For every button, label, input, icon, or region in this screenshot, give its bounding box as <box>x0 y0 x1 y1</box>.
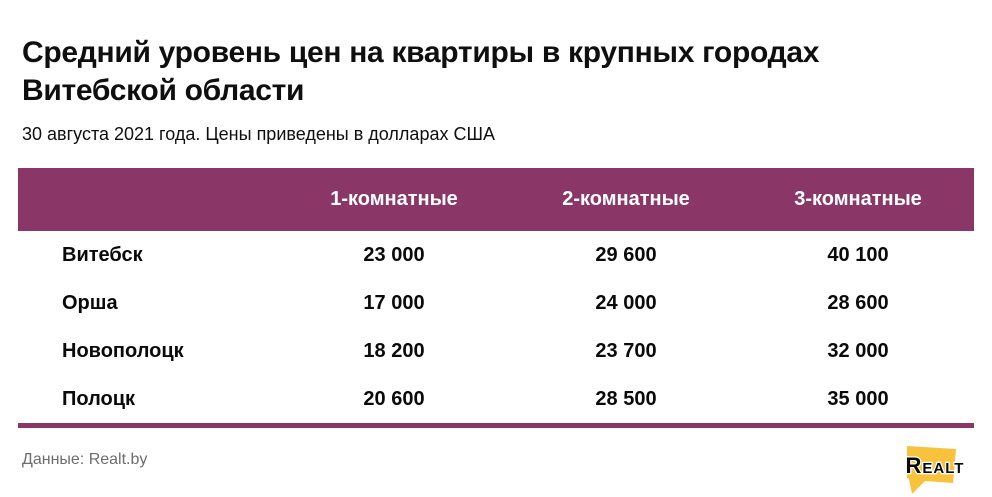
realt-logo-icon: Realt <box>904 446 965 494</box>
table-row: Новополоцк 18 200 23 700 32 000 <box>18 327 974 375</box>
table-row: Орша 17 000 24 000 28 600 <box>18 279 974 327</box>
price-cell: 23 700 <box>595 339 657 362</box>
price-cell: 28 600 <box>827 291 889 314</box>
column-header-2room: 2-комнатные <box>562 188 690 210</box>
price-table: 1-комнатные 2-комнатные 3-комнатные Вите… <box>18 168 974 428</box>
price-cell: 28 500 <box>595 387 657 410</box>
footer: Данные: Realt.by Realt <box>22 442 976 496</box>
table-body: Витебск 23 000 29 600 40 100 Орша 17 000… <box>18 231 974 428</box>
realt-logo-text: Realt <box>906 453 965 478</box>
city-cell: Витебск <box>62 243 143 266</box>
price-cell: 20 600 <box>363 387 425 410</box>
page-title: Средний уровень цен на квартиры в крупны… <box>22 36 820 107</box>
table-row: Полоцк 20 600 28 500 35 000 <box>18 375 974 423</box>
price-cell: 29 600 <box>595 243 657 266</box>
price-cell: 23 000 <box>363 243 425 266</box>
city-cell: Полоцк <box>62 387 136 410</box>
city-cell: Орша <box>62 291 118 314</box>
table-row: Витебск 23 000 29 600 40 100 <box>18 231 974 279</box>
price-cell: 35 000 <box>827 387 889 410</box>
price-cell: 18 200 <box>363 339 425 362</box>
page-subtitle: 30 августа 2021 года. Цены приведены в д… <box>22 124 495 144</box>
column-header-1room: 1-комнатные <box>330 188 458 210</box>
price-cell: 32 000 <box>827 339 889 362</box>
column-header-3room: 3-комнатные <box>794 188 922 210</box>
city-cell: Новополоцк <box>62 339 184 362</box>
price-cell: 40 100 <box>827 243 889 266</box>
realt-logo-bubble <box>907 446 956 494</box>
price-cell: 17 000 <box>363 291 425 314</box>
data-source-label: Данные: Realt.by <box>22 451 148 468</box>
table-header-row: 1-комнатные 2-комнатные 3-комнатные <box>18 168 974 231</box>
price-cell: 24 000 <box>595 291 657 314</box>
